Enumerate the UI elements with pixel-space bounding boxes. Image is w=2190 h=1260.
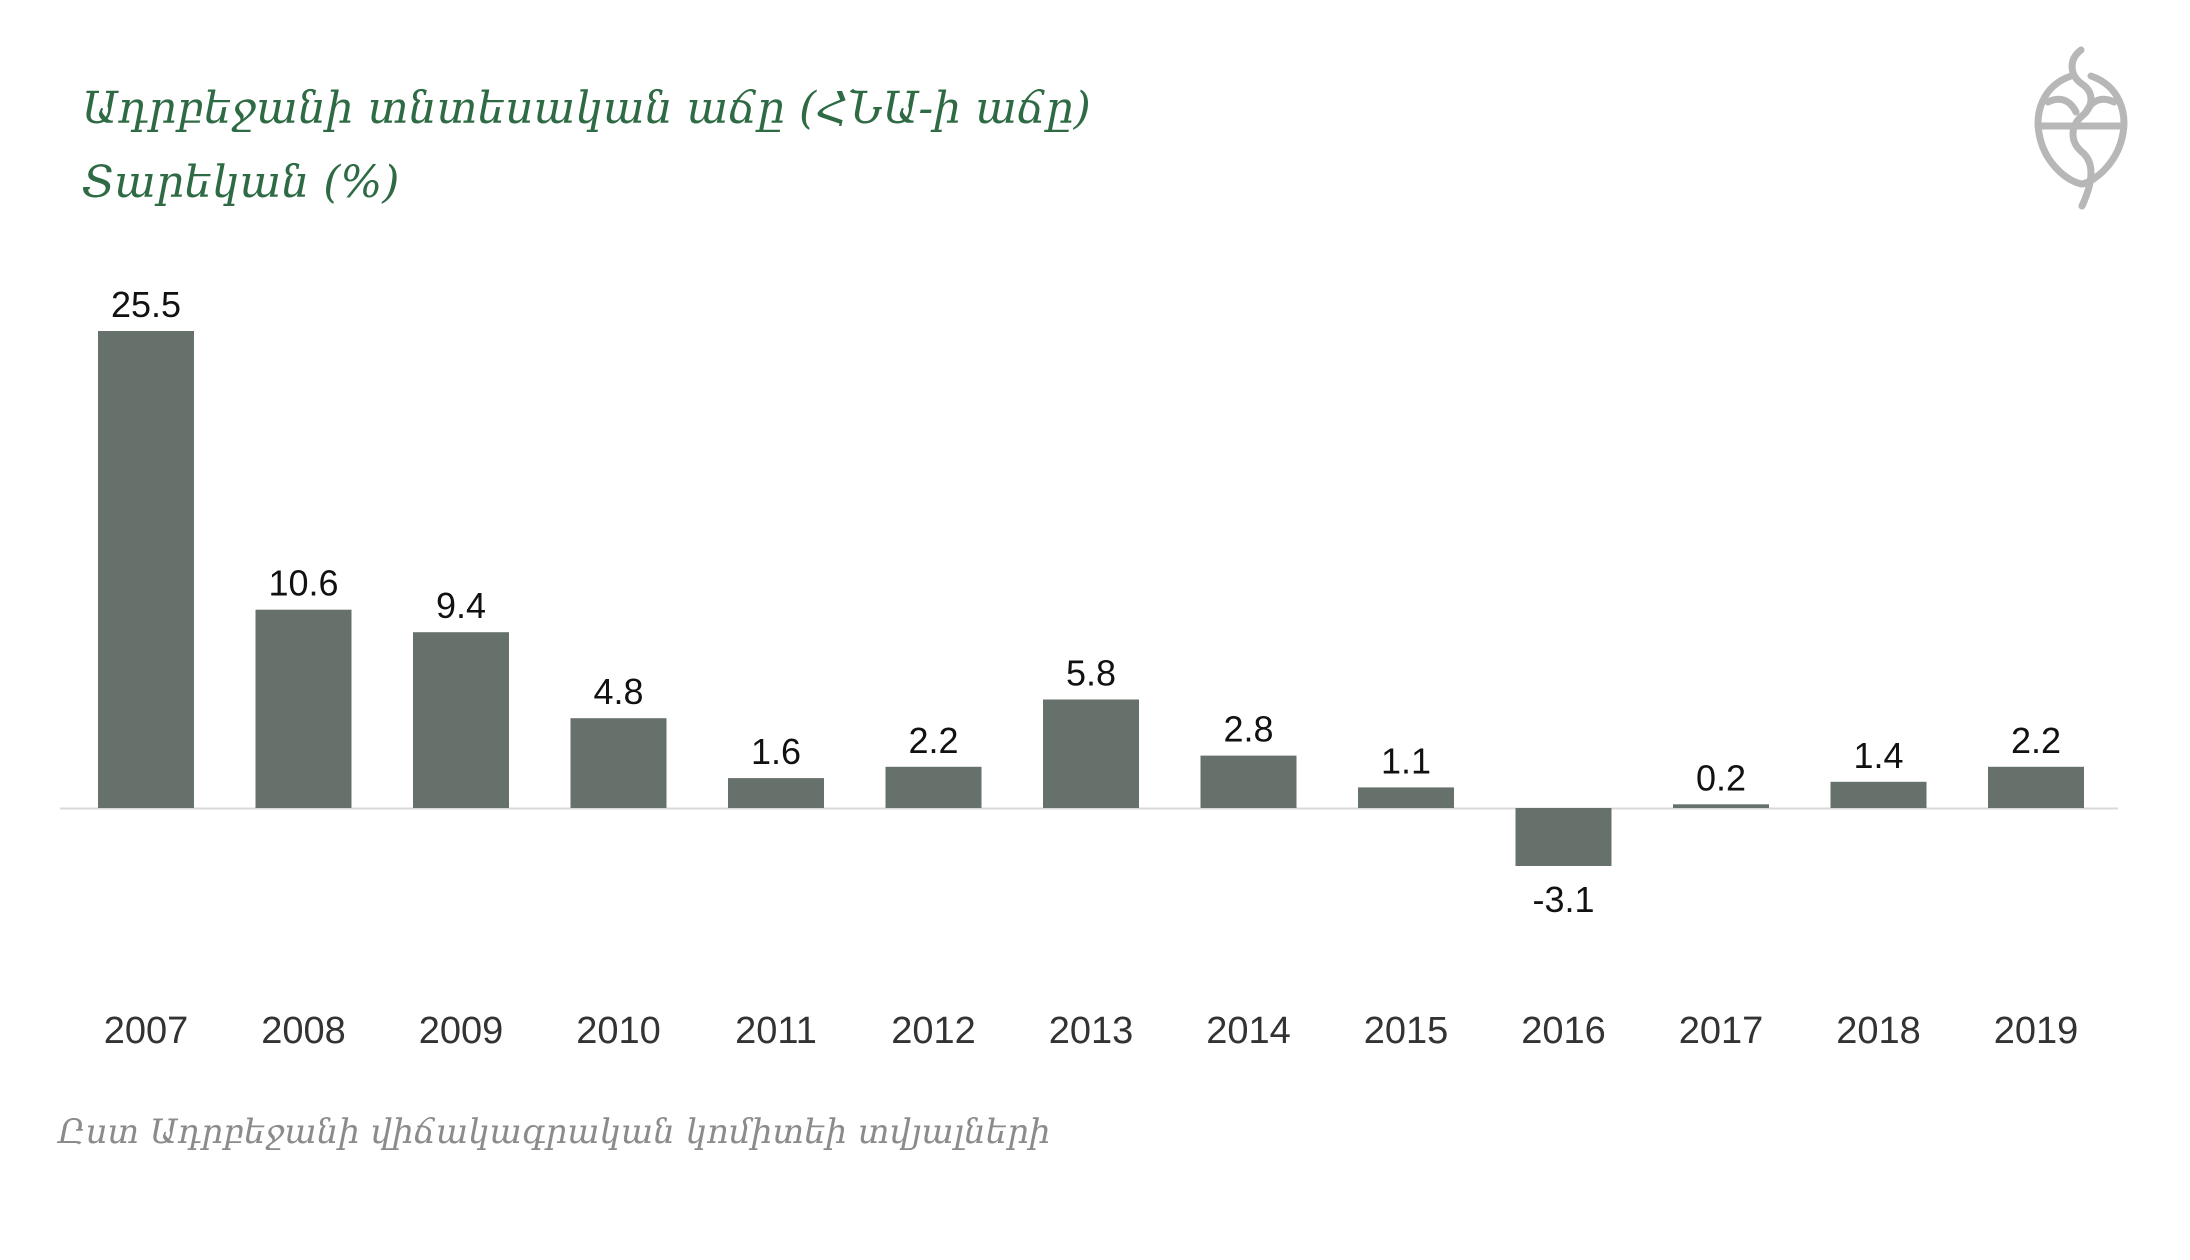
value-label-2010: 4.8 — [593, 671, 643, 712]
bar-2016 — [1515, 808, 1612, 866]
bar-2018 — [1830, 781, 1927, 808]
bar-2012 — [885, 766, 982, 808]
source-note: Ըստ Ադրբեջանի վիճակագրական կոմիտեի տվյալ… — [58, 1112, 1051, 1152]
seal-logo-icon — [2034, 46, 2128, 210]
x-tick-label-2019: 2019 — [1994, 1010, 2079, 1052]
value-label-2017: 0.2 — [1696, 757, 1746, 798]
bar-2010 — [570, 718, 667, 808]
bar-2009 — [413, 632, 509, 808]
chart-title: Ադրբեջանի տնտեսական աճը (ՀՆԱ-ի աճը) — [82, 83, 1091, 134]
x-tick-label-2011: 2011 — [735, 1010, 817, 1052]
value-label-2016: -3.1 — [1532, 879, 1594, 920]
x-tick-label-2017: 2017 — [1679, 1010, 1764, 1052]
bar-2007 — [98, 331, 194, 808]
x-tick-label-2009: 2009 — [419, 1010, 504, 1052]
bar-2017 — [1673, 804, 1769, 808]
x-tick-label-2012: 2012 — [891, 1010, 976, 1052]
chart-subtitle: Տարեկան (%) — [82, 157, 400, 208]
value-label-2015: 1.1 — [1381, 740, 1431, 781]
bar-2014 — [1200, 755, 1297, 808]
x-tick-label-2007: 2007 — [104, 1010, 189, 1052]
bar-2008 — [255, 609, 352, 808]
x-tick-label-2016: 2016 — [1521, 1010, 1606, 1052]
value-label-2009: 9.4 — [436, 585, 486, 626]
value-label-2008: 10.6 — [268, 563, 338, 604]
value-label-2013: 5.8 — [1066, 653, 1116, 694]
bar-2013 — [1043, 699, 1139, 808]
value-label-2011: 1.6 — [751, 731, 801, 772]
x-tick-label-2010: 2010 — [576, 1010, 661, 1052]
x-tick-label-2013: 2013 — [1049, 1010, 1134, 1052]
x-tick-label-2014: 2014 — [1206, 1010, 1291, 1052]
bar-2011 — [728, 778, 824, 808]
value-label-2007: 25.5 — [111, 284, 181, 325]
chart-header: Ադրբեջանի տնտեսական աճը (ՀՆԱ-ի աճը) Տարե… — [82, 72, 1091, 220]
x-tick-label-2018: 2018 — [1836, 1010, 1921, 1052]
value-label-2012: 2.2 — [908, 720, 958, 761]
value-label-2019: 2.2 — [2011, 720, 2061, 761]
value-label-2014: 2.8 — [1223, 709, 1273, 750]
bar-2015 — [1358, 787, 1454, 808]
x-tick-label-2015: 2015 — [1364, 1010, 1449, 1052]
value-label-2018: 1.4 — [1853, 735, 1903, 776]
x-tick-label-2008: 2008 — [261, 1010, 346, 1052]
bar-2019 — [1988, 766, 2084, 808]
